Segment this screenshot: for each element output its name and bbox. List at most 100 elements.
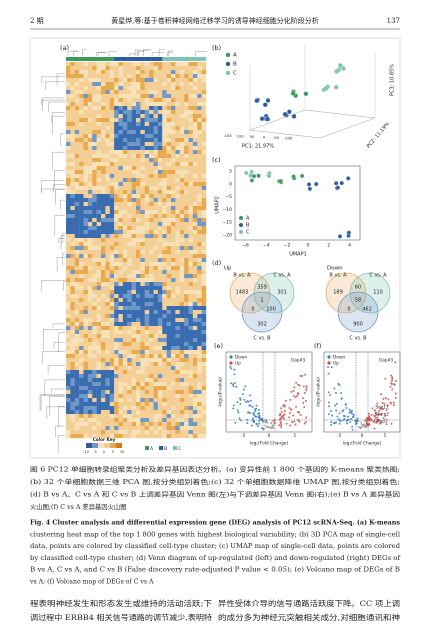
heatmap-cell [122, 306, 128, 311]
heatmap-cell [79, 318, 84, 323]
heatmap-cell [83, 362, 89, 367]
heatmap-cell [87, 86, 93, 91]
heatmap-cell [87, 294, 93, 299]
heatmap-cell [144, 250, 150, 255]
heatmap-cell [66, 358, 71, 363]
heatmap-cell [166, 110, 172, 115]
volcano-point [232, 404, 235, 407]
heatmap-cell [201, 150, 207, 155]
heatmap-cell [122, 262, 128, 267]
heatmap-cell [171, 342, 176, 347]
heatmap-cell [66, 370, 71, 375]
heatmap-cell [157, 66, 163, 71]
heatmap-cell [101, 194, 106, 199]
heatmap-cell [127, 370, 132, 375]
heatmap-cell [192, 142, 198, 147]
heatmap-cell [166, 234, 172, 239]
heatmap-cell [153, 430, 159, 435]
heatmap-cell [192, 338, 198, 343]
heatmap-cell [96, 234, 102, 239]
heatmap-cell [162, 218, 167, 223]
heatmap-cell [118, 158, 124, 163]
heatmap-cell [184, 422, 189, 427]
heatmap-cell [188, 254, 194, 259]
heatmap-cell [171, 354, 176, 359]
heatmap-cell [101, 342, 106, 347]
volcano-point [254, 408, 257, 411]
heatmap-cell [162, 422, 167, 427]
heatmap-cell [74, 218, 80, 223]
heatmap-cell [175, 418, 180, 423]
volcano-point [367, 418, 370, 421]
heatmap-cell [171, 166, 176, 171]
heatmap-cell [166, 334, 172, 339]
heatmap-cell [157, 290, 163, 295]
heatmap-cell [149, 222, 154, 227]
heatmap-cell [153, 146, 159, 151]
volcano-point [389, 385, 392, 388]
heatmap-cell [79, 322, 84, 327]
heatmap-cell [157, 218, 163, 223]
heatmap-cell [157, 362, 163, 367]
heatmap-cell [192, 346, 198, 351]
heatmap-cell [140, 294, 145, 299]
heatmap-cell [140, 310, 145, 315]
heatmap-cell [192, 230, 198, 235]
heatmap-cell [153, 90, 159, 95]
heatmap-cell [162, 278, 167, 283]
heatmap-cell [122, 118, 128, 123]
heatmap-cell [192, 110, 198, 115]
heatmap-cell [162, 426, 167, 431]
heatmap-cell [175, 390, 180, 395]
heatmap-cell [136, 218, 141, 223]
heatmap-cell [184, 362, 189, 367]
heatmap-cell [114, 394, 119, 399]
heatmap-cell [92, 262, 97, 267]
heatmap-cell [149, 74, 154, 79]
heatmap-cell [144, 430, 150, 435]
heatmap-cell [136, 66, 141, 71]
heatmap-cell [179, 190, 185, 195]
legend-label: B [233, 62, 237, 68]
heatmap-cell [184, 266, 189, 271]
heatmap-cell [197, 318, 202, 323]
heatmap-cell [179, 98, 185, 103]
group-swatch [173, 446, 177, 450]
heatmap-cell [166, 62, 172, 67]
heatmap-cell [140, 262, 145, 267]
heatmap-cell [92, 206, 97, 211]
heatmap-cell [70, 230, 75, 235]
heatmap-cell [140, 222, 145, 227]
heatmap-cell [149, 310, 154, 315]
heatmap-cell [131, 258, 137, 263]
pca-point [303, 91, 309, 97]
heatmap-cell [118, 78, 124, 83]
heatmap-cell [149, 226, 154, 231]
heatmap-cell [175, 90, 180, 95]
heatmap-cell [109, 330, 115, 335]
heatmap-cell [153, 366, 159, 371]
heatmap-cell [118, 366, 124, 371]
heatmap-cell [114, 186, 119, 191]
heatmap-cell [74, 238, 80, 243]
heatmap-cell [175, 358, 180, 363]
heatmap-cell [92, 434, 97, 439]
heatmap-cell [101, 298, 106, 303]
volcano-point [350, 418, 353, 421]
heatmap-cell [127, 406, 132, 411]
heatmap-cell [87, 334, 93, 339]
heatmap-cell [87, 354, 93, 359]
heatmap-cell [105, 238, 110, 243]
heatmap-cell [96, 414, 102, 419]
heatmap-cell [153, 354, 159, 359]
heatmap-cell [188, 338, 194, 343]
heatmap-cell [149, 250, 154, 255]
heatmap-cell [118, 226, 124, 231]
heatmap-cell [122, 114, 128, 119]
heatmap-cell [127, 326, 132, 331]
heatmap-cell [179, 434, 185, 439]
heatmap-cell [101, 366, 106, 371]
heatmap-cell [166, 126, 172, 131]
heatmap-cell [109, 142, 115, 147]
heatmap-cell [127, 142, 132, 147]
